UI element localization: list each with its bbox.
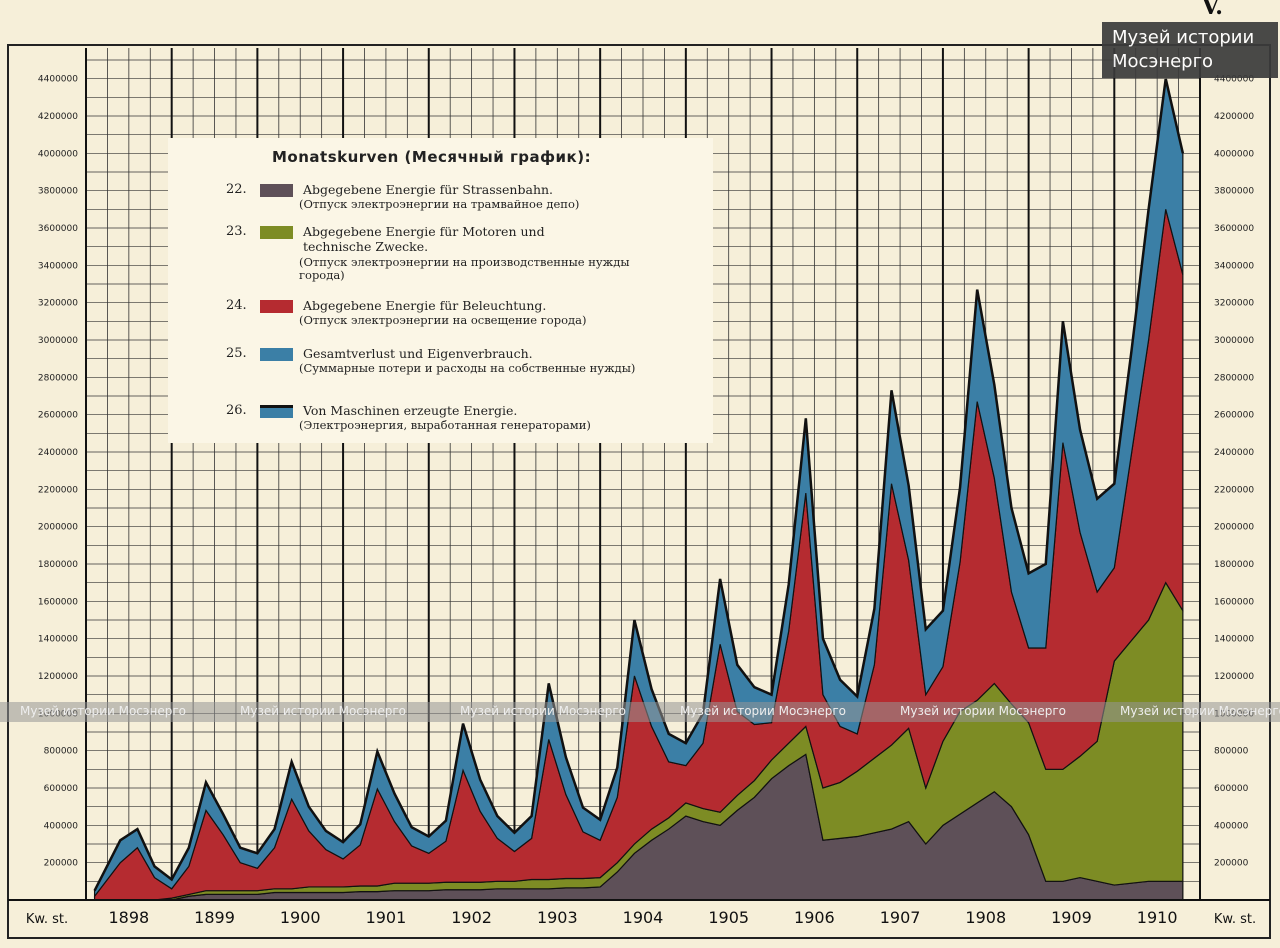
y-tick-label-right: 2200000	[1214, 485, 1254, 495]
y-tick-label-left: 4400000	[38, 75, 78, 85]
y-tick-label-right: 800000	[1214, 747, 1249, 757]
x-tick-label: 1908	[965, 908, 1006, 927]
legend-number: 23.	[226, 224, 247, 239]
legend-label: Von Maschinen erzeugte Energie.	[303, 403, 518, 418]
axes	[8, 48, 1270, 901]
y-tick-label-left: 3400000	[38, 261, 78, 271]
legend-label: Gesamtverlust und Eigenverbrauch.	[303, 346, 533, 361]
x-tick-label: 1906	[794, 908, 835, 927]
x-tick-label: 1900	[280, 908, 321, 927]
y-tick-label-right: 3600000	[1214, 224, 1254, 234]
x-tick-label: 1901	[366, 908, 407, 927]
y-tick-label-right: 600000	[1214, 784, 1249, 794]
legend-label: Abgegebene Energie für Beleuchtung.	[303, 298, 547, 313]
area-series	[93, 78, 1185, 901]
x-tick-label: 1903	[537, 908, 578, 927]
x-unit-label-left: Kw. st.	[26, 912, 68, 927]
legend-swatch	[260, 300, 293, 313]
y-tick-label-left: 2400000	[38, 448, 78, 458]
y-tick-label-right: 1400000	[1214, 635, 1254, 645]
legend-note: (Отпуск электроэнергии на трамвайное деп…	[299, 197, 580, 211]
watermark-text: Музей истории Мосэнерго	[900, 704, 1066, 718]
y-tick-label-right: 3800000	[1214, 187, 1254, 197]
legend-swatch	[260, 348, 293, 361]
legend-note: (Отпуск электроэнергии на освещение горо…	[299, 313, 587, 327]
watermark-text: Музей истории Мосэнерго	[20, 704, 186, 718]
y-tick-label-left: 800000	[44, 747, 79, 757]
y-tick-label-right: 2800000	[1214, 373, 1254, 383]
legend-label: Abgegebene Energie für Strassenbahn.	[303, 182, 554, 197]
x-tick-label: 1899	[194, 908, 235, 927]
x-tick-label: 1907	[880, 908, 921, 927]
y-tick-label-right: 3200000	[1214, 299, 1254, 309]
watermark-text: Музей истории Мосэнерго	[240, 704, 406, 718]
y-tick-label-right: 2400000	[1214, 448, 1254, 458]
y-tick-label-right: 4000000	[1214, 149, 1254, 159]
y-tick-label-right: 1600000	[1214, 597, 1254, 607]
y-tick-label-left: 1800000	[38, 560, 78, 570]
legend-label: Abgegebene Energie für Motoren und techn…	[303, 224, 545, 254]
legend-number: 25.	[226, 346, 247, 361]
legend-number: 24.	[226, 298, 247, 313]
legend-title: Monatskurven (Месячный график):	[272, 148, 592, 166]
y-tick-label-left: 1600000	[38, 597, 78, 607]
watermark-band: Музей истории Мосэнерго Музей истории Мо…	[0, 702, 1280, 722]
y-tick-label-right: 3000000	[1214, 336, 1254, 346]
total-energy-line	[93, 78, 1185, 892]
y-tick-label-left: 600000	[44, 784, 79, 794]
y-tick-label-left: 3000000	[38, 336, 78, 346]
y-tick-label-left: 4200000	[38, 112, 78, 122]
legend-number: 22.	[226, 182, 247, 197]
watermark-text: Музей истории Мосэнерго	[680, 704, 846, 718]
x-axis: 1898 1899 1900 1901 1902 1903 1904 1905 1906 1907…	[26, 908, 1256, 927]
y-tick-label-left: 400000	[44, 821, 79, 831]
y-tick-label-left: 2200000	[38, 485, 78, 495]
y-tick-label-left: 3800000	[38, 187, 78, 197]
legend-note: (Отпуск электроэнергии на производственн…	[299, 255, 630, 282]
y-tick-label-right: 200000	[1214, 859, 1249, 869]
museum-watermark-badge: Музей истории Мосэнерго	[1102, 22, 1278, 78]
y-tick-label-right: 1200000	[1214, 672, 1254, 682]
y-tick-label-left: 1200000	[38, 672, 78, 682]
legend-note: (Суммарные потери и расходы на собственн…	[299, 361, 636, 375]
y-tick-label-right: 1800000	[1214, 560, 1254, 570]
x-tick-label: 1898	[108, 908, 149, 927]
y-tick-label-right: 2000000	[1214, 523, 1254, 533]
x-tick-label: 1902	[451, 908, 492, 927]
watermark-text: Музей истории Мосэнерго	[1120, 704, 1280, 718]
y-tick-label-right: 4400000	[1214, 75, 1254, 85]
legend-swatch	[260, 405, 293, 418]
legend: Monatskurven (Месячный график): 22. Abge…	[168, 138, 713, 443]
legend-number: 26.	[226, 403, 247, 418]
x-tick-label: 1910	[1137, 908, 1178, 927]
y-tick-label-left: 2800000	[38, 373, 78, 383]
x-tick-label: 1904	[623, 908, 664, 927]
legend-note: (Электроэнергия, выработанная генератора…	[299, 418, 591, 432]
y-tick-label-left: 1400000	[38, 635, 78, 645]
y-tick-label-left: 200000	[44, 859, 79, 869]
y-tick-label-left: 2600000	[38, 411, 78, 421]
y-tick-label-right: 2600000	[1214, 411, 1254, 421]
watermark-text: Музей истории Мосэнерго	[460, 704, 626, 718]
y-tick-label-left: 2000000	[38, 523, 78, 533]
legend-swatch	[260, 184, 293, 197]
x-unit-label-right: Kw. st.	[1214, 912, 1256, 927]
legend-swatch	[260, 226, 293, 239]
y-tick-label-left: 3200000	[38, 299, 78, 309]
y-axis-right: 2000004000006000008000001000000120000014…	[1214, 75, 1254, 869]
y-tick-label-right: 4200000	[1214, 112, 1254, 122]
y-tick-label-right: 3400000	[1214, 261, 1254, 271]
x-tick-label: 1909	[1051, 908, 1092, 927]
x-tick-label: 1905	[708, 908, 749, 927]
corner-mark: V.	[1202, 0, 1223, 20]
y-tick-label-left: 3600000	[38, 224, 78, 234]
y-tick-label-left: 4000000	[38, 149, 78, 159]
y-tick-label-right: 400000	[1214, 821, 1249, 831]
